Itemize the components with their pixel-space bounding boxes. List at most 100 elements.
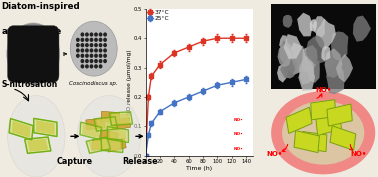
Polygon shape xyxy=(286,107,312,133)
Text: Coscinodiscus sp.: Coscinodiscus sp. xyxy=(70,81,118,85)
Circle shape xyxy=(104,38,106,41)
Circle shape xyxy=(7,23,60,85)
Circle shape xyxy=(86,44,88,47)
Circle shape xyxy=(77,49,79,52)
Polygon shape xyxy=(336,54,353,82)
Polygon shape xyxy=(311,100,336,120)
Text: S-nitrosation: S-nitrosation xyxy=(2,81,58,89)
Circle shape xyxy=(104,54,106,57)
Polygon shape xyxy=(302,56,311,72)
Polygon shape xyxy=(326,64,344,94)
Polygon shape xyxy=(285,42,307,75)
Ellipse shape xyxy=(271,91,375,174)
Polygon shape xyxy=(316,112,341,136)
Circle shape xyxy=(104,49,106,52)
X-axis label: Time (h): Time (h) xyxy=(186,166,212,171)
Circle shape xyxy=(104,44,106,47)
Text: NO•: NO• xyxy=(350,151,366,157)
Polygon shape xyxy=(25,137,51,153)
Circle shape xyxy=(99,60,102,62)
Circle shape xyxy=(99,44,102,47)
FancyBboxPatch shape xyxy=(271,4,376,88)
Circle shape xyxy=(95,54,97,57)
Polygon shape xyxy=(353,16,371,42)
Polygon shape xyxy=(284,58,297,78)
Polygon shape xyxy=(80,122,101,140)
Circle shape xyxy=(77,38,79,41)
Circle shape xyxy=(77,44,79,47)
Circle shape xyxy=(95,65,97,68)
Polygon shape xyxy=(109,112,133,125)
Polygon shape xyxy=(331,31,349,61)
Polygon shape xyxy=(325,48,342,78)
Polygon shape xyxy=(82,124,99,138)
Polygon shape xyxy=(96,118,115,130)
Circle shape xyxy=(81,38,84,41)
Ellipse shape xyxy=(282,101,364,165)
Circle shape xyxy=(95,49,97,52)
Circle shape xyxy=(70,21,117,76)
Circle shape xyxy=(81,44,84,47)
Polygon shape xyxy=(280,59,295,78)
Text: NO•: NO• xyxy=(315,87,332,93)
Circle shape xyxy=(77,54,79,57)
Polygon shape xyxy=(302,45,318,70)
Polygon shape xyxy=(107,138,126,152)
Polygon shape xyxy=(86,137,110,153)
Circle shape xyxy=(81,60,84,62)
Circle shape xyxy=(95,44,97,47)
Polygon shape xyxy=(36,120,55,135)
Polygon shape xyxy=(112,118,130,130)
Polygon shape xyxy=(280,40,294,65)
Text: Capture: Capture xyxy=(57,157,93,165)
Polygon shape xyxy=(110,128,126,141)
Polygon shape xyxy=(313,16,325,38)
Circle shape xyxy=(104,60,106,62)
Circle shape xyxy=(99,33,102,36)
Circle shape xyxy=(81,33,84,36)
Polygon shape xyxy=(88,139,108,152)
Polygon shape xyxy=(9,119,33,140)
Circle shape xyxy=(86,54,88,57)
Polygon shape xyxy=(310,19,317,32)
Circle shape xyxy=(90,44,93,47)
Polygon shape xyxy=(277,64,288,82)
Legend: 37°C, 25°C: 37°C, 25°C xyxy=(147,10,169,21)
Circle shape xyxy=(95,38,97,41)
Y-axis label: NO release (μmol/mg): NO release (μmol/mg) xyxy=(127,50,132,115)
Circle shape xyxy=(90,60,93,62)
Polygon shape xyxy=(330,126,356,150)
Polygon shape xyxy=(112,113,130,124)
Polygon shape xyxy=(277,44,292,67)
Polygon shape xyxy=(294,131,319,153)
Polygon shape xyxy=(299,58,314,85)
Polygon shape xyxy=(101,138,123,152)
Circle shape xyxy=(86,60,88,62)
Polygon shape xyxy=(327,104,352,126)
Polygon shape xyxy=(94,117,118,131)
Circle shape xyxy=(99,38,102,41)
Polygon shape xyxy=(86,118,105,130)
Circle shape xyxy=(104,33,106,36)
Circle shape xyxy=(81,49,84,52)
Polygon shape xyxy=(297,13,313,36)
Polygon shape xyxy=(298,64,315,91)
Circle shape xyxy=(86,49,88,52)
Circle shape xyxy=(99,65,102,68)
Polygon shape xyxy=(284,34,302,59)
Circle shape xyxy=(95,60,97,62)
Text: architecture: architecture xyxy=(2,27,62,36)
Text: NO•: NO• xyxy=(267,151,283,157)
Polygon shape xyxy=(34,118,57,136)
Circle shape xyxy=(95,33,97,36)
Polygon shape xyxy=(302,132,327,152)
Polygon shape xyxy=(316,19,336,51)
FancyBboxPatch shape xyxy=(8,26,59,82)
Polygon shape xyxy=(307,58,320,83)
Text: Release: Release xyxy=(122,157,158,165)
Circle shape xyxy=(90,38,93,41)
Circle shape xyxy=(90,33,93,36)
Polygon shape xyxy=(92,139,111,151)
Circle shape xyxy=(90,49,93,52)
Circle shape xyxy=(81,65,84,68)
